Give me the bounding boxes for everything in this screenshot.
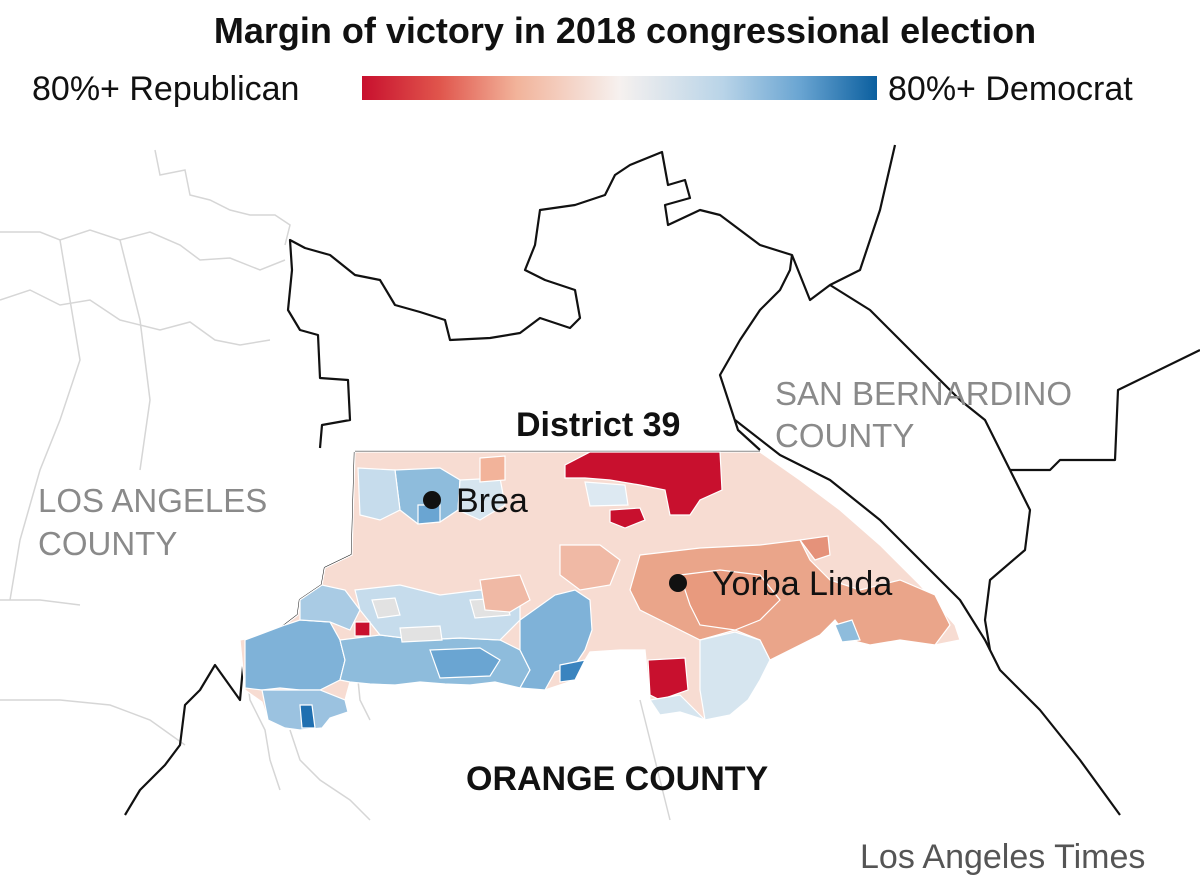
precinct-rep-west	[354, 621, 371, 637]
precinct-rep-south	[647, 657, 689, 701]
precinct-rep-yorba-3	[798, 535, 831, 561]
precinct-rep-light-north	[479, 455, 506, 483]
precinct-rep-north-2	[609, 507, 646, 529]
legend-right-label: 80%+ Democrat	[888, 70, 1133, 108]
city-label-yorba-linda: Yorba Linda	[712, 565, 892, 603]
precinct-rep-yorba-2	[679, 569, 781, 631]
precinct-lean-dem-north	[584, 481, 629, 507]
legend-gradient-bar	[362, 76, 877, 100]
precinct-lean-dem-yl	[699, 631, 771, 721]
city-marker-brea	[423, 491, 441, 509]
la-city-boundaries	[0, 149, 671, 821]
precinct-dem-strong-2	[559, 659, 587, 683]
label-orange-county: ORANGE COUNTY	[466, 760, 769, 798]
precinct-dem-west-2	[299, 584, 361, 631]
precinct-dem-band-2	[429, 647, 501, 679]
label-district: District 39	[516, 406, 680, 444]
color-legend: 80%+ Republican 80%+ Democrat	[0, 70, 1200, 114]
precinct-rep-yorba-4	[559, 544, 621, 591]
precinct-rep-mid-west	[479, 574, 531, 613]
legend-left-label: 80%+ Republican	[32, 70, 300, 108]
precinct-rep-north	[564, 451, 723, 516]
precinct-dem-east	[834, 619, 861, 643]
precinct-dem-strong	[299, 704, 316, 729]
precinct-lean-dem-mid	[354, 584, 521, 641]
precinct-lean-dem-south	[648, 694, 706, 721]
credit-text: Los Angeles Times	[860, 838, 1146, 876]
label-los-angeles-county-2: COUNTY	[38, 525, 177, 562]
city-marker-yorba-linda	[669, 574, 687, 592]
precinct-lean-dem-brea	[357, 467, 401, 521]
precinct-neutral-mid-3	[399, 625, 443, 643]
label-los-angeles-county: LOS ANGELES	[38, 482, 267, 519]
precinct-dem-west	[244, 619, 346, 691]
label-san-bernardino-county: SAN BERNARDINO	[775, 375, 1072, 412]
city-label-brea: Brea	[456, 482, 528, 520]
precinct-neutral-mid	[371, 597, 401, 619]
label-san-bernardino-county-2: COUNTY	[775, 417, 914, 454]
district-precincts	[239, 451, 961, 731]
chart-title: Margin of victory in 2018 congressional …	[213, 10, 1037, 51]
precinct-rep-yorba	[629, 539, 951, 661]
